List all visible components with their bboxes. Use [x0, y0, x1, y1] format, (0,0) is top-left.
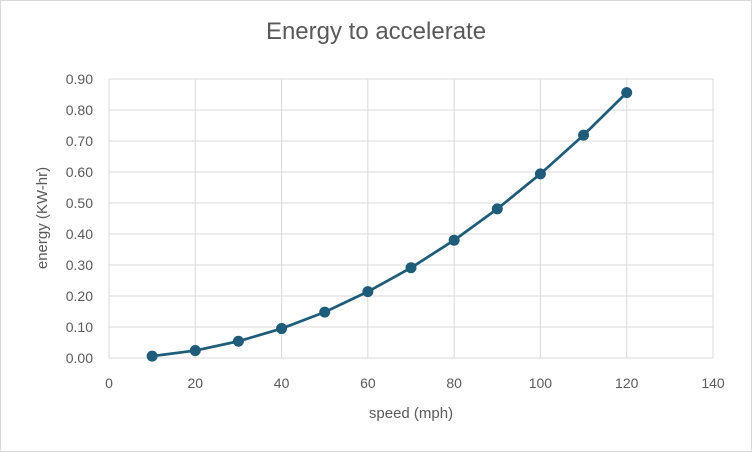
data-point: [276, 323, 288, 335]
x-tick-label: 80: [446, 375, 462, 391]
x-axis-label: speed (mph): [369, 405, 453, 422]
y-tick-label: 0.40: [66, 226, 93, 242]
y-tick-label: 0.10: [66, 319, 93, 335]
data-point: [405, 262, 417, 274]
data-point: [319, 306, 331, 318]
data-point: [534, 168, 546, 180]
x-tick-label: 100: [529, 375, 553, 391]
y-tick-label: 0.80: [66, 102, 93, 118]
y-tick-label: 0.50: [66, 195, 93, 211]
x-tick-label: 20: [187, 375, 203, 391]
y-tick-label: 0.30: [66, 257, 93, 273]
y-tick-label: 0.20: [66, 288, 93, 304]
data-point: [491, 203, 503, 215]
x-tick-label: 140: [701, 375, 725, 391]
x-tick-label: 120: [615, 375, 639, 391]
y-tick-label: 0.00: [66, 350, 93, 366]
y-tick-label: 0.70: [66, 133, 93, 149]
series-energy: [146, 87, 633, 362]
x-tick-label: 60: [360, 375, 376, 391]
data-point: [448, 234, 460, 246]
grid: [108, 78, 714, 359]
y-tick-labels: 0.00 0.10 0.20 0.30 0.40 0.50 0.60 0.70 0.80 0.90: [66, 71, 93, 366]
y-axis-label: energy (KW-hr): [34, 167, 51, 269]
data-point: [146, 350, 158, 362]
y-tick-label: 0.60: [66, 164, 93, 180]
data-point: [578, 129, 590, 141]
x-tick-label: 0: [105, 375, 113, 391]
x-tick-labels: 0 20 40 60 80 100 120 140: [105, 375, 725, 391]
data-point: [189, 345, 201, 357]
data-point: [232, 335, 244, 347]
chart-title: Energy to accelerate: [265, 18, 487, 45]
x-tick-label: 40: [274, 375, 290, 391]
y-tick-label: 0.90: [66, 71, 93, 87]
data-point: [362, 286, 374, 298]
data-point: [621, 87, 633, 99]
series-line: [151, 91, 628, 358]
